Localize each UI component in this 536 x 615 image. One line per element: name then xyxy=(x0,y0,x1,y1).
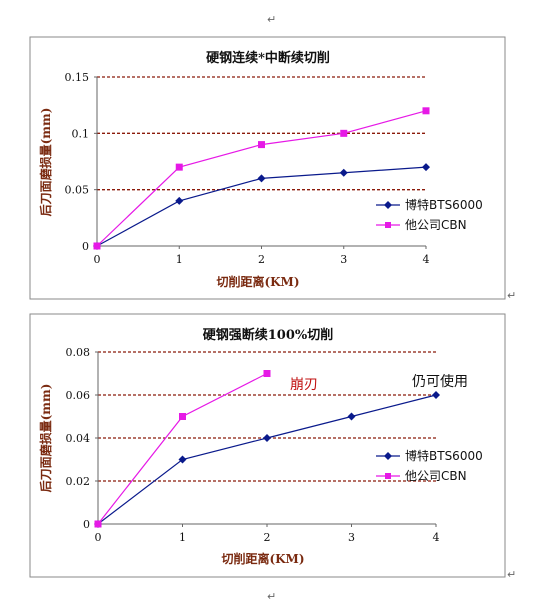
chart-1-frame xyxy=(29,36,506,300)
paragraph-mark-3: ↵ xyxy=(507,568,517,581)
chart-2-legend: 博特BTS6000 他公司CBN xyxy=(376,448,483,483)
chart-2-x-tick-label: 0 xyxy=(95,531,102,544)
chart-1-legend: 博特BTS6000 他公司CBN xyxy=(376,197,483,232)
chart-2-y-ticks: 0 0.02 0.04 0.06 0.08 xyxy=(66,346,98,531)
paragraph-mark-1: ↵ xyxy=(267,13,277,26)
chart-1-y-tick-label: 0.15 xyxy=(65,71,90,84)
chart-2-legend-label-2: 他公司CBN xyxy=(405,469,467,483)
chart-1-y-ticks: 0 0.05 0.1 0.15 xyxy=(65,71,97,253)
chart-1-series-1-point xyxy=(175,196,184,205)
chart-2-x-tick-label: 3 xyxy=(348,531,355,544)
chart-2-y-axis-label: 后刀面磨损量(mm) xyxy=(38,384,53,493)
chart-1-title: 硬钢连续*中断续切削 xyxy=(206,50,330,66)
chart-2-series-1-point xyxy=(347,412,356,421)
chart-1-x-axis-label: 切削距离(KM) xyxy=(216,274,299,289)
chart-2-title: 硬钢强断续100%切削 xyxy=(203,327,334,343)
chart-1-series-1-point xyxy=(422,163,430,172)
chart-1-series xyxy=(93,107,430,250)
chart-2-x-tick-label: 2 xyxy=(264,531,271,544)
chart-1-legend-label-1: 博特BTS6000 xyxy=(405,197,483,212)
chart-2-legend-marker-1 xyxy=(384,452,392,460)
chart-1-series-1-point xyxy=(257,174,266,183)
chart-2-y-tick-label: 0 xyxy=(83,518,90,531)
chart-1-y-axis-label: 后刀面磨损量(mm) xyxy=(38,108,53,217)
chart-2-series xyxy=(94,370,440,528)
chart-2-y-tick-label: 0.04 xyxy=(66,432,91,445)
chart-2-series-2-point xyxy=(94,520,102,528)
chart-1-x-tick-label: 0 xyxy=(94,253,101,266)
chart-1-x-tick-label: 1 xyxy=(176,253,183,266)
chart-1-x-tick-label: 2 xyxy=(258,253,265,266)
paragraph-mark-2: ↵ xyxy=(507,289,517,302)
chart-2-y-tick-label: 0.06 xyxy=(66,389,91,402)
chart-1-series-2-point xyxy=(422,107,430,115)
chart-2-annotation-chipping: 崩刃 xyxy=(290,377,318,393)
chart-1-y-tick-label: 0.1 xyxy=(72,127,90,140)
chart-2-series-1-point xyxy=(178,455,187,464)
chart-1-y-tick-label: 0.05 xyxy=(65,184,90,197)
chart-2-frame xyxy=(29,313,506,578)
chart-1-legend-label-2: 他公司CBN xyxy=(405,218,467,232)
chart-2-y-tick-label: 0.02 xyxy=(66,475,91,488)
chart-2-x-tick-label: 4 xyxy=(433,531,440,544)
chart-1-y-tick-label: 0 xyxy=(82,240,89,253)
chart-2-y-tick-label: 0.08 xyxy=(66,346,91,359)
chart-2-x-tick-label: 1 xyxy=(179,531,186,544)
chart-1-series-2-point xyxy=(258,141,265,149)
chart-2-series-1-point xyxy=(432,391,440,399)
paragraph-mark-4: ↵ xyxy=(267,590,277,603)
chart-2-legend-marker-2 xyxy=(385,473,391,479)
chart-1-legend-marker-2 xyxy=(385,222,391,228)
chart-2-annotation-still-usable: 仍可使用 xyxy=(412,373,468,390)
chart-1-series-2-point xyxy=(175,163,183,171)
chart-2-x-axis-label: 切削距离(KM) xyxy=(221,551,304,566)
chart-1-x-tick-label: 4 xyxy=(423,253,430,266)
chart-2-series-2-point xyxy=(179,413,186,420)
chart-1-series-1-point xyxy=(339,168,348,177)
chart-1-series-2-point xyxy=(93,242,101,250)
chart-1-legend-marker-1 xyxy=(384,201,392,209)
chart-1-series-2-point xyxy=(340,129,348,137)
chart-1-x-tick-label: 3 xyxy=(340,253,347,266)
chart-2-legend-label-1: 博特BTS6000 xyxy=(405,448,483,463)
chart-1: 硬钢连续*中断续切削 0 0.05 0.1 0.15 0 1 2 3 4 切削距离(KM) 后… xyxy=(29,36,506,300)
chart-2-series-1-point xyxy=(263,434,271,442)
chart-2: 硬钢强断续100%切削 0 0.02 0.04 0.06 0.08 0 1 2 3 4 崩刃 仍… xyxy=(29,313,506,578)
chart-2-series-2-point xyxy=(263,370,271,377)
